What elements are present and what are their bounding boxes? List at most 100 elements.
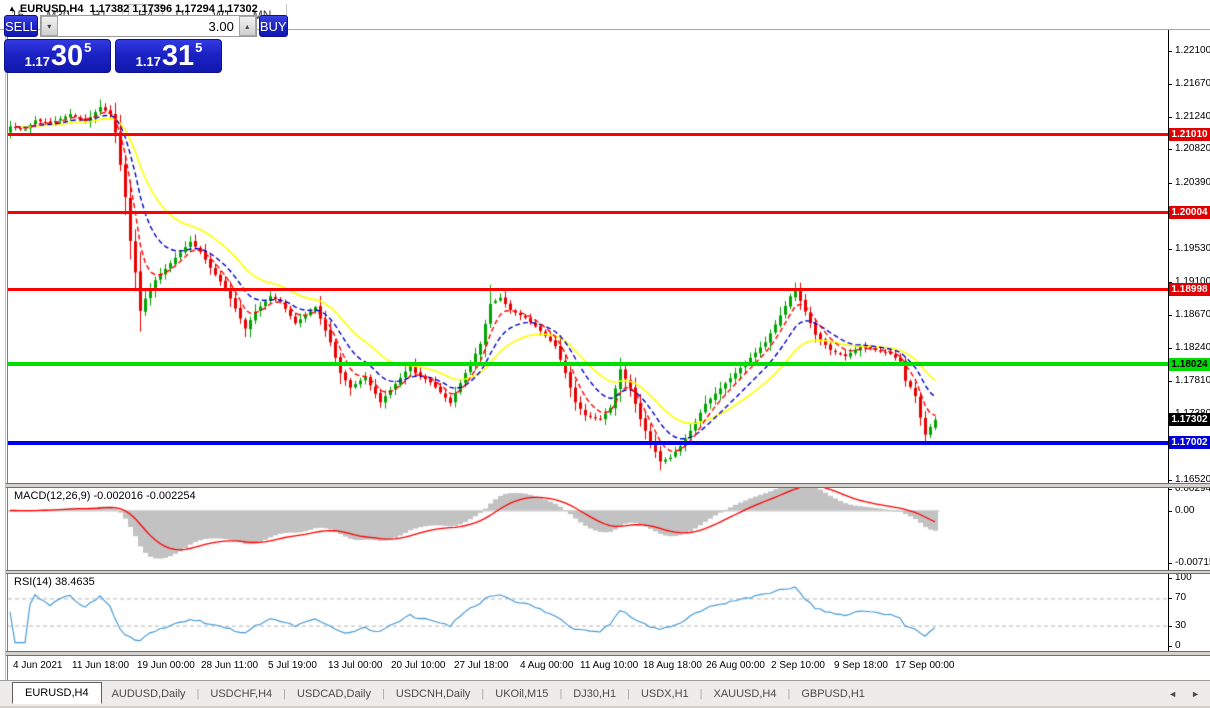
- chart-tab-eurusd[interactable]: EURUSD,H4: [12, 682, 102, 704]
- toolbar-divider: [286, 3, 288, 26]
- price-badge: 1.17302: [1169, 413, 1210, 427]
- chart-tab-usdcad[interactable]: USDCAD,Daily: [297, 688, 371, 700]
- rsi-tick-mark: [1168, 578, 1172, 579]
- sell-price-prefix: 1.17: [24, 54, 50, 69]
- rsi-label: RSI(14) 38.4635: [14, 576, 95, 588]
- price-tick-mark: [1168, 182, 1172, 184]
- tab-separator: |: [627, 688, 630, 700]
- trade-panel-price-row: 1.17 30 5 1.17 31 5: [4, 39, 222, 73]
- price-level-line: [8, 133, 1168, 137]
- macd-tick-mark: [1168, 488, 1172, 490]
- date-label: 2 Sep 10:00: [771, 660, 825, 671]
- rsi-tick-mark: [1168, 646, 1172, 647]
- price-tick-mark: [1168, 149, 1172, 151]
- date-label: 11 Jun 18:00: [72, 660, 130, 671]
- pane-splitter[interactable]: [6, 570, 1210, 574]
- pane-splitter[interactable]: [6, 483, 1210, 488]
- price-level-line: [8, 440, 1168, 445]
- price-tick-label: 1.20820: [1175, 143, 1210, 155]
- chart-tab-gbpusd[interactable]: GBPUSD,H1: [801, 688, 865, 700]
- date-label: 27 Jul 18:00: [454, 660, 509, 671]
- rsi-indicator-pane[interactable]: RSI(14) 38.4635: [8, 573, 1168, 651]
- tab-separator: |: [559, 688, 563, 700]
- price-level-line: [8, 210, 1168, 214]
- date-label: 13 Jul 00:00: [328, 660, 383, 671]
- rsi-tick-mark: [1168, 598, 1172, 600]
- tab-scroll-left-icon[interactable]: ◄: [1168, 689, 1178, 699]
- date-label: 28 Jun 11:00: [201, 660, 259, 671]
- macd-tick-label: 0.00: [1175, 504, 1195, 516]
- price-tick-label: 1.20390: [1175, 176, 1210, 188]
- chart-tab-xauusd[interactable]: XAUUSD,H4: [713, 688, 777, 700]
- price-tick-mark: [1168, 347, 1172, 349]
- date-label: 4 Jun 2021: [13, 660, 63, 671]
- sell-button[interactable]: SELL: [4, 15, 38, 37]
- price-level-line: [8, 288, 1168, 291]
- price-tick-mark: [1168, 479, 1172, 481]
- date-label: 11 Aug 10:00: [580, 660, 639, 671]
- price-tick-mark: [1168, 248, 1172, 250]
- rsi-tick-mark: [1168, 625, 1172, 627]
- sell-price-button[interactable]: 1.17 30 5: [4, 39, 111, 73]
- tab-separator: |: [381, 688, 385, 700]
- price-tick-label: 1.18670: [1175, 308, 1210, 320]
- date-label: 19 Jun 00:00: [137, 660, 195, 671]
- chart-tab-usdcnh[interactable]: USDCNH,Daily: [395, 688, 471, 700]
- chart-tab-usdx[interactable]: USDX,H1: [640, 688, 689, 700]
- date-label: 5 Jul 19:00: [268, 660, 317, 671]
- price-axis-divider: [1168, 30, 1169, 655]
- price-tick-mark: [1168, 281, 1172, 283]
- time-axis[interactable]: 4 Jun 2021 11 Jun 18:00 19 Jun 00:00 28 Jun…: [8, 655, 1210, 680]
- sell-price-sup: 5: [84, 40, 92, 55]
- price-tick-label: 1.17810: [1175, 374, 1210, 386]
- chart-tab-usdchf[interactable]: USDCHF,H4: [210, 688, 273, 700]
- price-tick-label: 1.22100: [1175, 45, 1210, 57]
- macd-tick-mark: [1168, 510, 1172, 512]
- pane-splitter[interactable]: [6, 651, 1210, 656]
- tab-separator: |: [283, 688, 286, 700]
- buy-price-button[interactable]: 1.17 31 5: [115, 39, 222, 73]
- tab-scroll-right-icon[interactable]: ►: [1191, 689, 1200, 699]
- sell-price-big: 30: [50, 40, 84, 73]
- volume-input[interactable]: [57, 16, 239, 36]
- macd-tick-label: 0.002947: [1175, 482, 1210, 494]
- buy-button[interactable]: BUY: [258, 15, 288, 37]
- rsi-tick-label: 100: [1175, 572, 1192, 583]
- price-level-line: [8, 362, 1168, 367]
- price-badge: 1.17002: [1169, 436, 1210, 450]
- buy-price-big: 31: [161, 40, 195, 73]
- one-click-trading-panel: SELL ▾ ▴ BUY 1.17 30 5 1.17 31 5: [4, 15, 288, 73]
- price-chart-pane[interactable]: [8, 30, 1168, 483]
- price-tick-mark: [1168, 51, 1172, 53]
- price-badge: 1.20004: [1169, 205, 1210, 219]
- price-tick-mark: [1168, 84, 1172, 86]
- macd-indicator-pane[interactable]: MACD(12,26,9) -0.002016 -0.002254: [8, 487, 1168, 570]
- chart-title: ▲ EURUSD,H4 1.17382 1.17396 1.17294 1.1730…: [8, 3, 258, 15]
- tab-separator: |: [196, 688, 200, 700]
- macd-label: MACD(12,26,9) -0.002016 -0.002254: [14, 490, 196, 502]
- window-bottom-edge: [0, 706, 1210, 708]
- rsi-canvas[interactable]: [8, 573, 1168, 651]
- price-tick-label: 1.16520: [1175, 473, 1210, 485]
- price-tick-label: 1.19100: [1175, 275, 1210, 287]
- collapse-arrow-icon[interactable]: ▲: [8, 4, 16, 13]
- rsi-tick-label: 30: [1175, 619, 1187, 631]
- tab-separator: |: [699, 688, 703, 700]
- tab-separator: |: [787, 688, 791, 700]
- price-chart-canvas[interactable]: [8, 30, 1168, 483]
- chart-tab-dj30[interactable]: DJ30,H1: [573, 688, 617, 700]
- toolbar-divider: [122, 3, 124, 26]
- chart-tab-ukoil[interactable]: UKOil,M15: [495, 688, 549, 700]
- chart-ohlc-values: 1.17382 1.17396 1.17294 1.17302: [89, 3, 258, 15]
- price-badge: 1.21010: [1169, 128, 1210, 142]
- price-badge: 1.18998: [1169, 283, 1210, 296]
- macd-canvas[interactable]: [8, 487, 1168, 570]
- chart-tab-bar: EURUSD,H4 AUDUSD,Daily | USDCHF,H4 | USDCAD,D…: [0, 680, 1210, 707]
- trade-panel-top-row: SELL ▾ ▴ BUY: [4, 15, 288, 37]
- volume-decrease-button[interactable]: ▾: [40, 16, 58, 36]
- volume-increase-button[interactable]: ▴: [238, 16, 256, 36]
- price-axis[interactable]: 1.221001.216701.212401.208201.203901.199…: [1168, 30, 1210, 655]
- chart-tab-audusd[interactable]: AUDUSD,Daily: [111, 688, 186, 700]
- date-label: 18 Aug 18:00: [643, 660, 702, 671]
